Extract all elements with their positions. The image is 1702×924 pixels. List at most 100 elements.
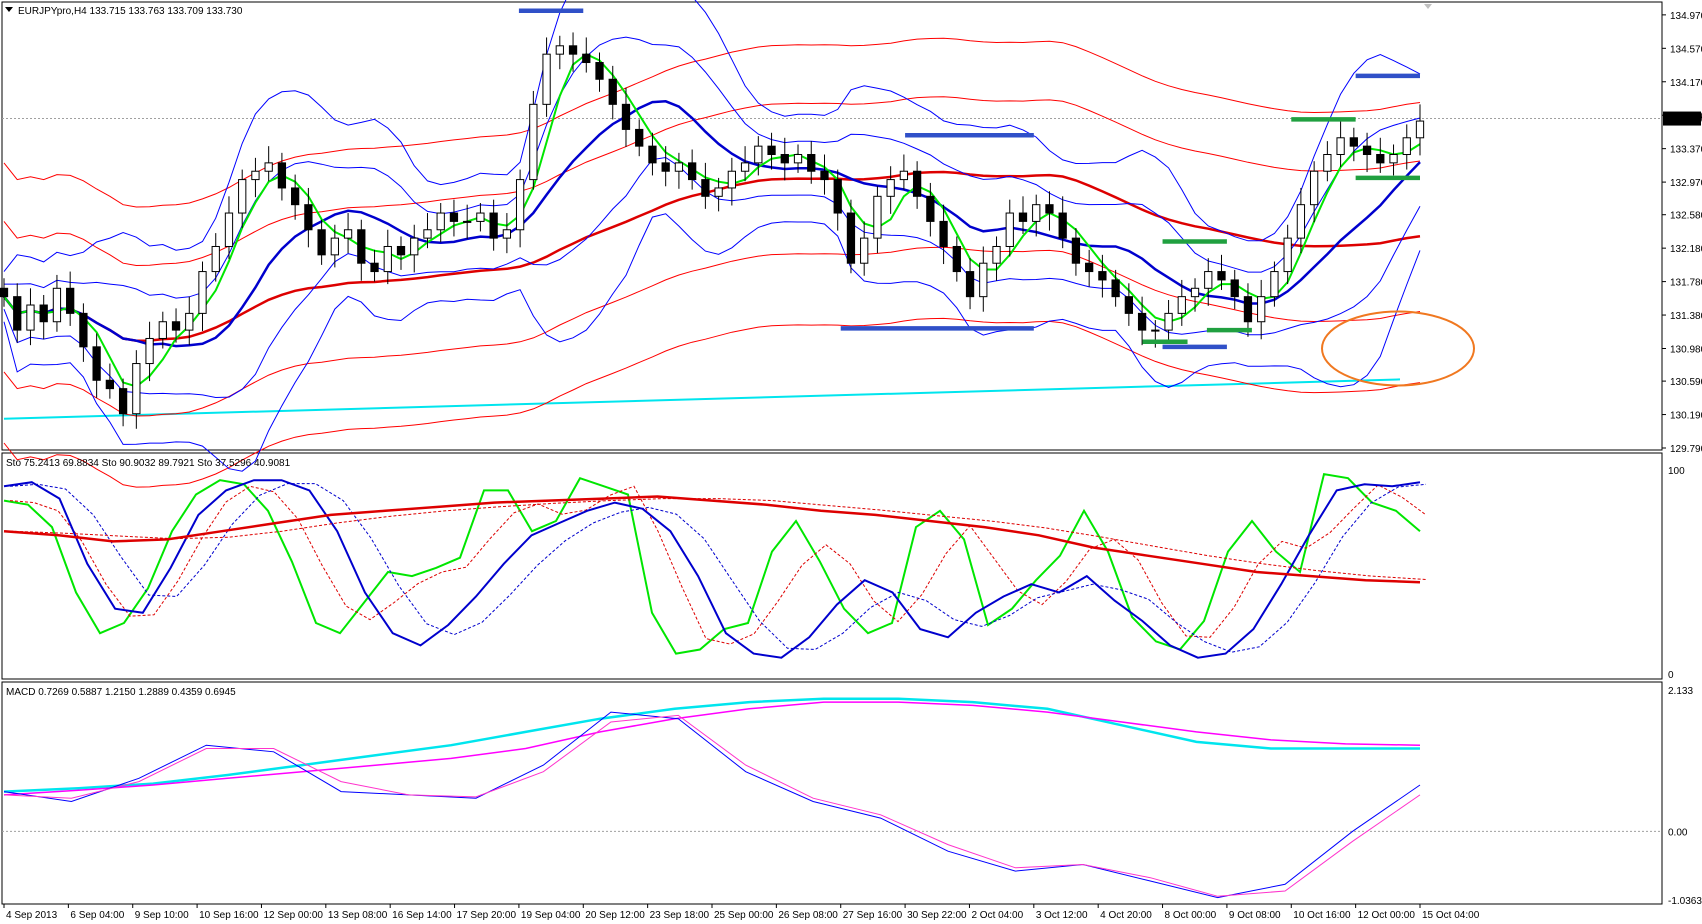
bear-candle: [926, 195, 935, 222]
bear-candle: [635, 128, 644, 147]
macd-line: [3, 697, 1420, 793]
price-tick-label: 132.580: [1670, 211, 1702, 222]
bull-candle: [674, 162, 684, 172]
macd-tick-label: 2.133: [1668, 686, 1693, 697]
bear-candle: [952, 245, 961, 273]
bull-candle: [198, 271, 207, 314]
time-tick-label: 19 Sep 04:00: [521, 910, 581, 921]
main-panel-frame: [1, 1, 1663, 451]
bear-candle: [661, 162, 670, 172]
bull-candle: [330, 237, 339, 256]
bear-candle: [1230, 279, 1239, 298]
macd-header: MACD 0.7269 0.5887 1.2150 1.2889 0.4359 …: [6, 687, 236, 698]
bear-candle: [846, 212, 856, 264]
time-tick-label: 17 Sep 20:00: [457, 910, 517, 921]
time-tick-label: 12 Sep 00:00: [263, 910, 323, 921]
bull-candle: [26, 304, 35, 331]
bear-candle: [1085, 262, 1094, 273]
bear-candle: [489, 212, 498, 239]
bull-candle: [476, 212, 485, 222]
stochastic-signal-line: [9, 483, 1427, 653]
bear-candle: [13, 296, 22, 331]
bull-candle: [436, 212, 445, 231]
bear-candle: [105, 379, 115, 390]
bear-candle: [608, 78, 617, 105]
bear-candle: [171, 321, 181, 331]
time-tick-label: 8 Oct 00:00: [1165, 910, 1217, 921]
bull-candle: [555, 45, 564, 55]
bear-candle: [1376, 154, 1385, 164]
bear-candle: [118, 388, 128, 415]
bear-candle: [1018, 212, 1028, 222]
bull-candle: [529, 103, 538, 181]
stoch-header: Sto 75.2413 69.8834 Sto 90.9032 89.7921 …: [6, 458, 291, 469]
macd-tick-label: -1.0363: [1668, 896, 1702, 907]
bear-candle: [701, 179, 710, 197]
bear-candle: [780, 154, 789, 164]
time-tick-label: 25 Sep 00:00: [714, 910, 774, 921]
bull-candle: [1283, 237, 1292, 273]
macd-tick-label: 0.00: [1668, 827, 1688, 838]
bull-candle: [1204, 271, 1213, 289]
bear-candle: [370, 262, 379, 273]
bear-candle: [1124, 296, 1133, 314]
bear-candle: [688, 162, 697, 181]
bull-candle: [463, 220, 472, 223]
bull-candle: [979, 262, 988, 298]
bear-candle: [595, 62, 604, 80]
stochastic-main-line: [3, 472, 1421, 655]
bull-candle: [1296, 204, 1306, 239]
red-moving-average: [3, 170, 1421, 342]
bull-candle: [1151, 329, 1160, 332]
bear-candle: [66, 287, 75, 314]
bear-candle: [1217, 271, 1226, 281]
cyan-trendline: [3, 378, 1401, 420]
stoch-panel-frame: [1, 452, 1663, 680]
time-tick-label: 13 Sep 08:00: [328, 910, 388, 921]
red-envelope-line: [3, 317, 1421, 488]
bear-candle: [1243, 296, 1253, 323]
price-tick-label: 134.970: [1670, 11, 1702, 22]
stochastic-main-line: [3, 479, 1421, 659]
bear-candle: [621, 103, 631, 130]
time-tick-label: 10 Oct 16:00: [1293, 910, 1351, 921]
scroll-marker-icon: [1424, 4, 1432, 9]
stochastic-signal-line: [9, 498, 1427, 580]
price-tick-label: 132.970: [1670, 178, 1702, 189]
bull-candle: [238, 179, 247, 214]
time-tick-label: 4 Sep 2013: [6, 910, 58, 921]
stochastic-main-line: [3, 495, 1421, 584]
bull-candle: [740, 162, 750, 172]
bear-candle: [833, 179, 842, 214]
bear-candle: [79, 312, 88, 348]
bull-candle: [727, 170, 736, 189]
bull-candle: [1309, 170, 1319, 206]
time-tick-label: 16 Sep 14:00: [392, 910, 452, 921]
bull-candle: [754, 145, 763, 164]
bear-candle: [291, 187, 300, 206]
price-tick-label: 129.790: [1670, 444, 1702, 455]
blue-moving-average: [3, 100, 1421, 348]
bear-candle: [568, 45, 578, 55]
bull-candle: [714, 187, 723, 197]
price-tick-label: 131.780: [1670, 278, 1702, 289]
price-tick-label: 130.980: [1670, 344, 1702, 355]
bear-candle: [767, 145, 776, 156]
bull-candle: [793, 154, 803, 164]
red-envelope-line: [3, 96, 1421, 267]
bull-candle: [410, 237, 419, 256]
macd-line: [3, 701, 1421, 796]
bear-candle: [939, 220, 948, 247]
bull-candle: [1415, 120, 1425, 139]
bull-candle: [1402, 137, 1411, 156]
bull-candle: [515, 179, 525, 231]
time-tick-label: 30 Sep 22:00: [907, 910, 967, 921]
price-tick-label: 132.180: [1670, 244, 1702, 255]
chart-menu-triangle-icon[interactable]: [5, 7, 13, 12]
bear-candle: [317, 229, 326, 256]
price-tick-label: 134.570: [1670, 44, 1702, 55]
bull-candle: [1389, 154, 1398, 164]
time-tick-label: 27 Sep 16:00: [843, 910, 903, 921]
price-panel: [0, 0, 1662, 488]
